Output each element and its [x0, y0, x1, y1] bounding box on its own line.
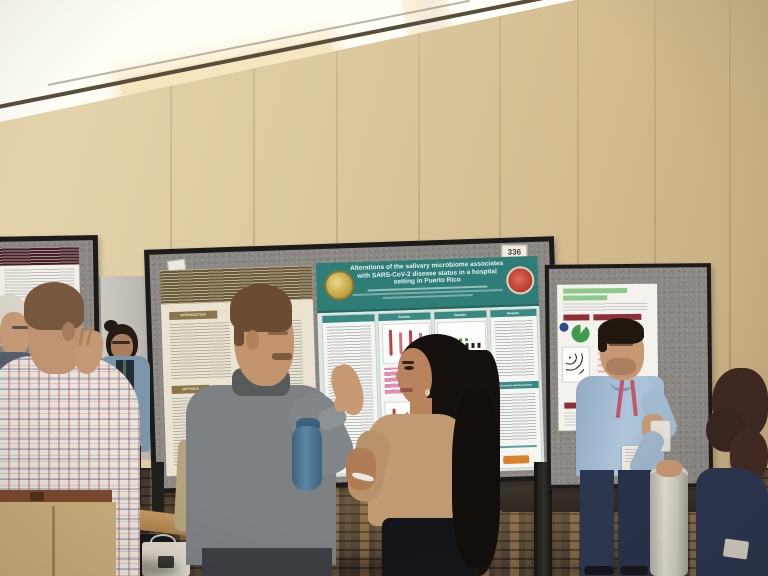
column-header-bar: Results — [434, 310, 487, 320]
poster-title-band: Alterations of the salivary microbiome a… — [315, 255, 540, 314]
teal-rule — [498, 444, 537, 449]
scatter-dots — [565, 353, 584, 374]
hair — [24, 282, 84, 330]
earring — [425, 389, 430, 396]
wall-seam — [654, 0, 656, 476]
mustache — [272, 353, 292, 360]
glasses — [112, 341, 130, 344]
charcoal-pants — [202, 548, 332, 576]
far-left-poster-header — [0, 246, 80, 266]
shoe — [620, 566, 648, 575]
hair-front-strand — [452, 390, 500, 568]
university-seal-logo — [323, 269, 355, 301]
belt-loop — [30, 492, 44, 501]
shoe — [584, 566, 614, 575]
eye — [404, 366, 414, 370]
sideburn — [234, 322, 244, 346]
wall-seam — [729, 0, 731, 476]
navy-pants-leg — [618, 470, 652, 576]
column-header-bar — [322, 314, 375, 323]
column-header-label: Results — [454, 313, 467, 317]
ceiling-light — [442, 0, 575, 44]
wall-seam — [418, 0, 420, 476]
khaki-pants — [0, 502, 116, 576]
hand-on-tube — [656, 460, 682, 477]
ceiling-sensor — [262, 76, 267, 81]
hair-side — [598, 332, 607, 352]
brow — [402, 361, 414, 364]
violin-mark — [388, 329, 393, 356]
maroon-section-bar — [563, 314, 590, 321]
ear — [62, 322, 75, 341]
pants-seam — [52, 506, 55, 576]
belt — [0, 490, 112, 503]
ear — [246, 330, 259, 350]
nose — [396, 370, 404, 381]
green-title-highlight — [563, 288, 628, 294]
wall-seam — [577, 0, 579, 476]
green-pie-chart — [571, 324, 590, 343]
column-header-label: Results — [398, 314, 411, 319]
glasses — [12, 326, 30, 329]
brow — [609, 343, 633, 346]
stubble — [606, 358, 636, 375]
affiliation-line — [382, 293, 473, 299]
board-leg-right — [534, 462, 552, 576]
blue-water-bottle — [292, 426, 322, 490]
column-header-bar: Results — [378, 312, 431, 322]
section-label: INTRODUCTION — [180, 313, 206, 318]
navy-pants-leg — [580, 470, 614, 576]
smiling-mouth — [400, 388, 413, 392]
text-lines — [497, 392, 537, 443]
wall-seam — [170, 0, 172, 476]
column-header-label: Discussion and Conclusions — [499, 383, 533, 387]
face — [111, 334, 133, 359]
white-poster-tube — [650, 472, 688, 576]
text-lines — [494, 320, 535, 378]
navy-top — [696, 468, 768, 576]
wall-seam — [336, 0, 338, 476]
white-tote-bag — [142, 542, 190, 576]
green-title-highlight — [563, 295, 608, 301]
brow — [268, 331, 288, 335]
tote-print — [158, 556, 174, 568]
red-seal-logo — [505, 265, 535, 295]
thumb — [334, 396, 347, 412]
sponsor-logo — [503, 455, 530, 465]
white-item-in-pocket — [722, 538, 750, 560]
blue-pie-chart — [559, 322, 569, 332]
wall-seam — [253, 0, 255, 476]
violin-mark — [398, 332, 403, 355]
section-header-introduction: INTRODUCTION — [169, 310, 218, 321]
text-lines — [169, 322, 232, 381]
column-header-label: Results — [507, 311, 520, 316]
clasped-hands — [346, 448, 376, 490]
text-lines — [563, 302, 648, 312]
column-header-bar: Results — [490, 308, 537, 318]
